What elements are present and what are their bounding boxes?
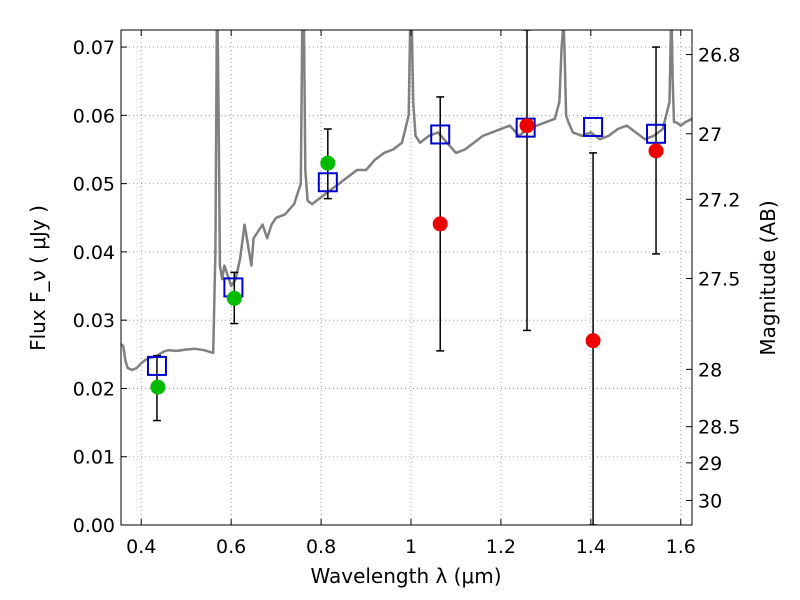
x-tick-label: 1.4 (576, 536, 606, 558)
x-tick-label: 0.8 (306, 536, 336, 558)
observed-flux-point (320, 155, 336, 171)
right-tick-label: 30 (698, 490, 722, 512)
y-tick-label: 0.06 (73, 105, 115, 127)
clipped-data (121, 30, 692, 525)
right-tick-label: 26.8 (698, 45, 740, 67)
y-tick-label: 0.00 (73, 515, 115, 537)
plot-frame (120, 29, 693, 526)
x-tick-label: 1.6 (666, 536, 696, 558)
model-flux-square (146, 355, 167, 376)
observed-flux-point (648, 143, 664, 159)
y-tick-label: 0.01 (73, 447, 115, 469)
plot-area (121, 30, 692, 525)
x-tick-label: 0.6 (216, 536, 246, 558)
y-tick-label: 0.02 (73, 378, 115, 400)
model-flux-square (430, 124, 451, 145)
right-tick-label: 27.5 (698, 269, 740, 291)
right-tick-label: 29 (698, 453, 722, 475)
y-tick-label: 0.03 (73, 310, 115, 332)
y-tick-label: 0.05 (73, 174, 115, 196)
model-flux-square (317, 172, 338, 193)
grid-lines (121, 30, 692, 526)
axis-ticks: 0.4 0.6 0.8 1 1.2 1.4 1.6 0.00 0.01 0.02 0.03 0.04 0… (73, 30, 740, 558)
observed-flux-point (519, 118, 535, 134)
observed-flux-point (150, 379, 166, 395)
model-flux-square (646, 123, 667, 144)
sed-model-line (121, 30, 692, 372)
y-tick-label: 0.07 (73, 37, 115, 59)
model-flux-square (583, 116, 604, 137)
observed-flux-point (585, 333, 601, 349)
right-tick-label: 27 (698, 124, 722, 146)
x-axis-title: Wavelength λ (μm) (310, 564, 501, 588)
y-axis-title: Flux F_ν ( μJy ) (26, 205, 50, 351)
y-axis-right-title: Magnitude (AB) (756, 200, 780, 355)
observed-flux-point (432, 216, 448, 232)
y-tick-label: 0.04 (73, 242, 115, 264)
right-tick-label: 27.2 (698, 189, 740, 211)
right-tick-label: 28.5 (698, 417, 740, 439)
right-tick-label: 28 (698, 359, 722, 381)
x-tick-label: 1 (405, 536, 417, 558)
x-tick-label: 0.4 (126, 536, 156, 558)
observed-flux-point (226, 290, 242, 306)
svg-text:Magnitude (AB): Magnitude (AB) (756, 200, 780, 355)
x-tick-label: 1.2 (486, 536, 516, 558)
svg-text:Flux F_ν ( μJy ): Flux F_ν ( μJy ) (26, 205, 50, 351)
